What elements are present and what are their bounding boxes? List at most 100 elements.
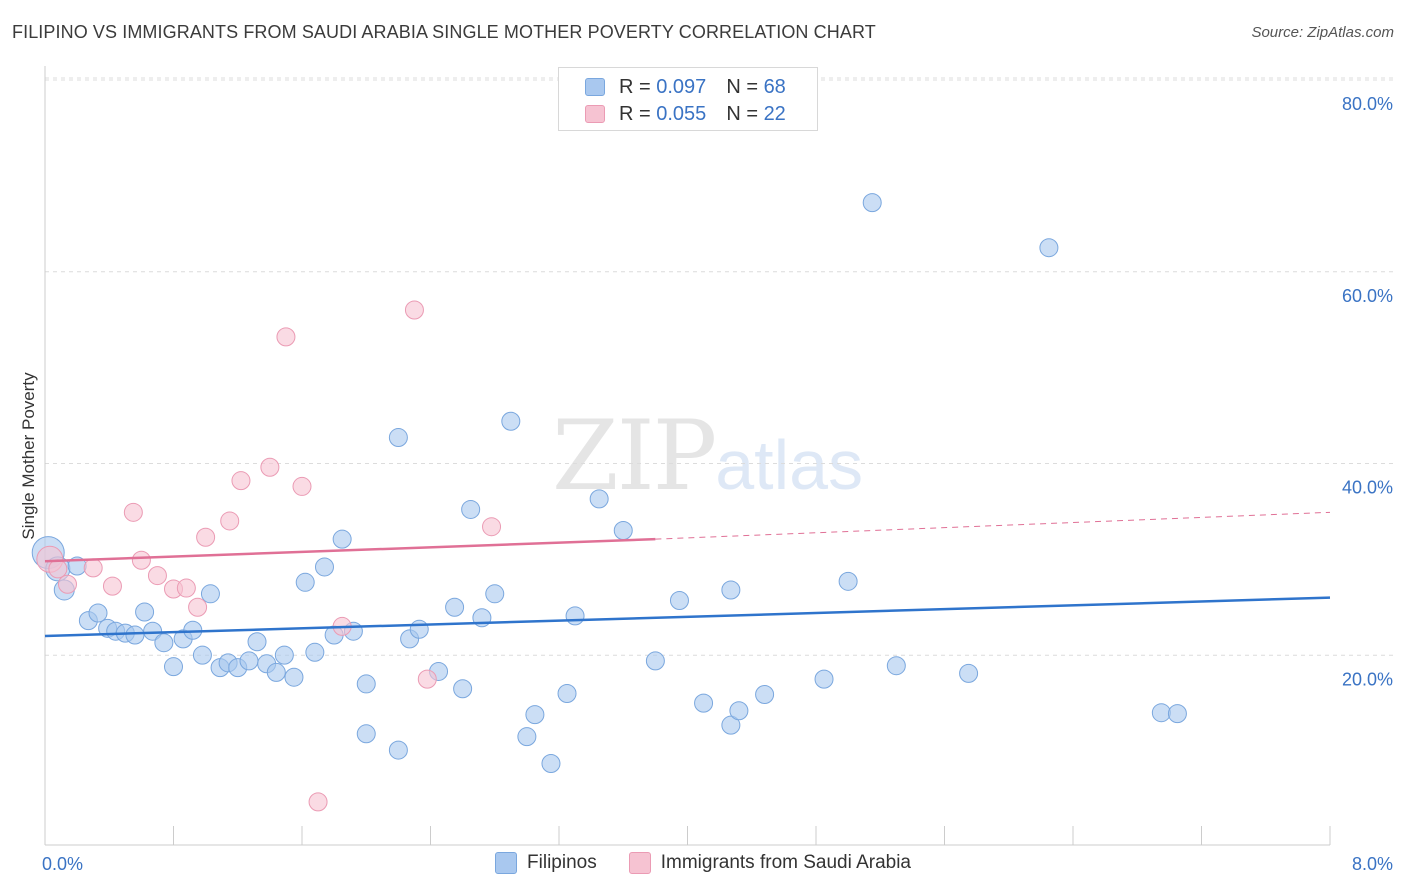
- filipino-point: [192, 645, 212, 665]
- y-axis-title: Single Mother Poverty: [19, 372, 38, 540]
- saudi-trend-line: [44, 537, 656, 563]
- saudi-point: [482, 517, 502, 537]
- series-name-filipinos: Filipinos: [527, 852, 597, 873]
- x-tick-label: 0.0%: [42, 854, 83, 874]
- filipino-point: [388, 428, 408, 448]
- saudi-point: [123, 502, 143, 522]
- legend-r-value: 0.097: [656, 75, 707, 98]
- y-tick-label: 20.0%: [1342, 669, 1393, 689]
- chart-title: FILIPINO VS IMMIGRANTS FROM SAUDI ARABIA…: [12, 22, 876, 42]
- legend-swatch-blue: [585, 78, 605, 96]
- filipino-point: [284, 667, 304, 687]
- stats-legend: R = 0.097 N = 68 R = 0.055 N = 22: [558, 67, 818, 131]
- saudi-point: [231, 471, 251, 491]
- legend-r-label: R =: [619, 102, 651, 125]
- filipino-point: [485, 584, 505, 604]
- legend-row-filipinos: R = 0.097 N = 68: [585, 74, 786, 100]
- legend-r-label: R =: [619, 75, 651, 98]
- filipino-point: [1167, 704, 1187, 724]
- filipino-point: [838, 571, 858, 591]
- filipino-point: [356, 674, 376, 694]
- watermark-atlas: atlas: [715, 426, 864, 504]
- series-swatch-blue: [495, 852, 518, 874]
- filipino-point: [305, 642, 325, 662]
- filipino-point: [557, 684, 577, 704]
- legend-n-label: N =: [726, 75, 758, 98]
- series-name-saudi: Immigrants from Saudi Arabia: [660, 852, 911, 873]
- legend-n-value: 68: [763, 75, 786, 98]
- saudi-point: [308, 792, 328, 812]
- filipino-point: [721, 580, 741, 600]
- saudi-point: [196, 527, 216, 547]
- filipino-point: [814, 669, 834, 689]
- filipino-point: [332, 529, 352, 549]
- source-label: Source: ZipAtlas.com: [1251, 24, 1394, 41]
- filipino-point: [525, 705, 545, 725]
- watermark-zip: ZIP: [552, 400, 717, 512]
- saudi-point: [404, 300, 424, 320]
- saudi-point: [57, 574, 77, 594]
- legend-n-value: 22: [763, 102, 786, 125]
- filipino-point: [125, 625, 145, 645]
- filipino-point: [729, 701, 749, 721]
- filipino-point: [461, 499, 481, 519]
- filipino-point: [589, 489, 609, 509]
- y-tick-label: 80.0%: [1342, 94, 1393, 114]
- saudi-point: [102, 576, 122, 596]
- filipino-point: [565, 606, 585, 626]
- filipino-point: [135, 602, 155, 622]
- filipino-point: [613, 521, 633, 541]
- filipino-point: [409, 619, 429, 639]
- filipino-point: [669, 591, 689, 611]
- filipino-point: [445, 597, 465, 617]
- filipino-point: [295, 572, 315, 592]
- filipino-point: [517, 727, 537, 747]
- filipino-point: [886, 656, 906, 676]
- saudi-point: [220, 511, 240, 531]
- filipino-point: [200, 584, 220, 604]
- y-tick-label: 40.0%: [1342, 478, 1393, 498]
- filipino-point: [541, 754, 561, 774]
- saudi-point: [292, 476, 312, 496]
- filipino-point: [453, 679, 473, 699]
- series-legend-saudi: Immigrants from Saudi Arabia: [628, 852, 911, 874]
- legend-row-saudi: R = 0.055 N = 22: [585, 101, 786, 127]
- legend-r-value: 0.055: [656, 102, 707, 125]
- filipino-point: [388, 740, 408, 760]
- filipino-point: [959, 663, 979, 683]
- filipino-point: [266, 662, 286, 682]
- saudi-point: [147, 566, 167, 586]
- series-legend: Filipinos Immigrants from Saudi Arabia: [0, 852, 1406, 874]
- x-tick-label: 8.0%: [1352, 854, 1393, 874]
- filipino-point: [694, 693, 714, 713]
- filipino-point: [356, 724, 376, 744]
- filipino-point: [314, 557, 334, 577]
- filipino-point: [239, 651, 259, 671]
- filipino-point: [274, 645, 294, 665]
- filipino-point: [721, 715, 741, 735]
- series-legend-filipinos: Filipinos: [495, 852, 597, 874]
- filipino-point: [247, 632, 267, 652]
- filipino-point: [645, 651, 665, 671]
- filipino-point: [143, 621, 163, 641]
- filipino-point: [1151, 703, 1171, 723]
- saudi-point: [48, 559, 68, 579]
- saudi-point: [188, 597, 208, 617]
- filipino-point: [755, 684, 775, 704]
- filipino-point: [501, 411, 521, 431]
- saudi-point: [417, 669, 437, 689]
- filipino-point: [862, 193, 882, 213]
- saudi-point: [276, 327, 296, 347]
- filipino-trend-line: [44, 596, 1331, 638]
- saudi-point: [176, 578, 196, 598]
- filipino-point: [1039, 238, 1059, 258]
- watermark: ZIPatlas: [552, 400, 863, 512]
- saudi-point: [83, 558, 103, 578]
- saudi-point: [260, 457, 280, 477]
- y-tick-label: 60.0%: [1342, 286, 1393, 306]
- legend-swatch-pink: [585, 105, 605, 123]
- series-swatch-pink: [628, 852, 651, 874]
- filipino-point: [164, 657, 183, 677]
- filipino-point: [154, 633, 174, 653]
